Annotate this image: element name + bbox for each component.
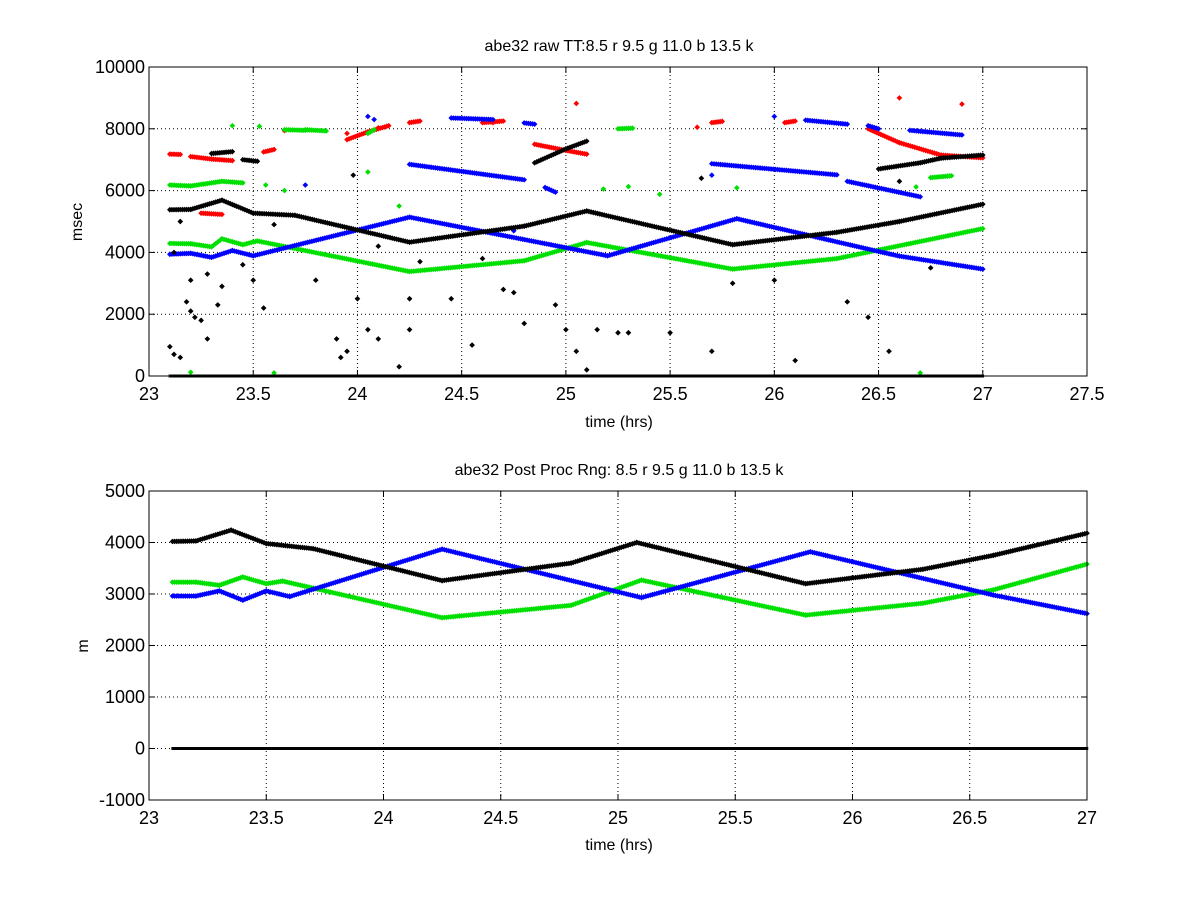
raw-tt-x-tick-label: 25.5 (653, 384, 688, 404)
raw-tt-title: abe32 raw TT:8.5 r 9.5 g 11.0 b 13.5 k (485, 38, 755, 55)
raw-tt-data-point (375, 125, 382, 131)
raw-tt-x-tick-label: 24.5 (444, 384, 479, 404)
raw-tt-y-tick-label: 6000 (105, 181, 145, 201)
raw-tt-data-point (417, 118, 423, 124)
raw-tt-x-tick-label: 27 (973, 384, 993, 404)
post-proc-range-ylabel: m (75, 639, 92, 652)
raw-tt-x-tick-label: 25 (556, 384, 576, 404)
raw-tt-data-point (371, 126, 377, 133)
raw-tt-data-point (219, 211, 225, 218)
raw-tt-x-tick-label: 24 (347, 384, 367, 404)
raw-tt-data-point (625, 183, 632, 190)
raw-tt-data-point (552, 189, 559, 195)
raw-tt-data-point (573, 100, 580, 107)
raw-tt-xlabel: time (hrs) (585, 414, 653, 431)
raw-tt-data-point (913, 184, 919, 190)
raw-tt-data-point (521, 176, 528, 183)
raw-tt-y-tick-label: 10000 (95, 57, 145, 77)
raw-tt-data-point (719, 118, 726, 125)
raw-tt-data-point (344, 130, 350, 137)
raw-tt-data-point (229, 122, 236, 129)
raw-tt-data-point (187, 369, 194, 376)
raw-tt-x-tick-label: 26 (764, 384, 784, 404)
raw-tt-data-point (694, 124, 701, 131)
post-proc-range-panel: abe32 Post Proc Rng: 8.5 r 9.5 g 11.0 b … (75, 462, 1097, 854)
raw-tt-data-point (959, 101, 965, 107)
raw-tt-data-point (792, 118, 799, 124)
raw-tt-data-point (262, 182, 269, 188)
raw-tt-y-tick-label: 4000 (105, 242, 145, 262)
raw-tt-data-point (917, 370, 924, 376)
raw-tt-data-point (256, 123, 263, 130)
raw-tt-data-point (500, 118, 507, 124)
raw-tt-data-point (656, 191, 663, 198)
raw-tt-data-point (490, 116, 496, 123)
raw-tt-y-tick-label: 0 (135, 366, 145, 386)
raw-tt-data-point (365, 169, 371, 175)
raw-tt-data-point (979, 225, 986, 232)
raw-tt-x-tick-label: 23 (139, 384, 159, 404)
raw-tt-y-tick-label: 8000 (105, 119, 145, 139)
raw-tt-data-point (896, 95, 903, 101)
raw-tt-x-tick-label: 23.5 (236, 384, 271, 404)
raw-tt-data-point (600, 186, 607, 192)
raw-tt-data-point (239, 180, 246, 186)
raw-tt-plot-area (149, 67, 1087, 378)
raw-tt-data-point (271, 370, 277, 376)
raw-tt-data-point (733, 184, 740, 191)
post-proc-range-xlabel: time (hrs) (585, 837, 653, 854)
raw-tt-x-tick-label: 26.5 (861, 384, 896, 404)
raw-tt-data-point (177, 151, 184, 158)
raw-tt-y-tick-label: 2000 (105, 304, 145, 324)
raw-tt-data-point (281, 187, 288, 194)
raw-tt-axes-background (149, 67, 1087, 376)
raw-tt-data-point (948, 172, 955, 179)
post-proc-range-title: abe32 Post Proc Rng: 8.5 r 9.5 g 11.0 b … (455, 462, 785, 479)
raw-tt-x-tick-label: 27.5 (1069, 384, 1104, 404)
raw-tt-panel: abe32 raw TT:8.5 r 9.5 g 11.0 b 13.5 k t… (69, 38, 1105, 431)
raw-tt-data-point (385, 122, 392, 129)
raw-tt-data-point (396, 203, 402, 209)
raw-tt-data-point (583, 151, 590, 157)
raw-tt-data-point (323, 128, 330, 134)
raw-tt-data-point (271, 146, 277, 153)
post-proc-range-plot-area (149, 491, 1090, 800)
raw-tt-ylabel: msec (69, 203, 86, 241)
raw-tt-data-point (979, 266, 986, 272)
raw-tt-data-point (229, 157, 236, 164)
